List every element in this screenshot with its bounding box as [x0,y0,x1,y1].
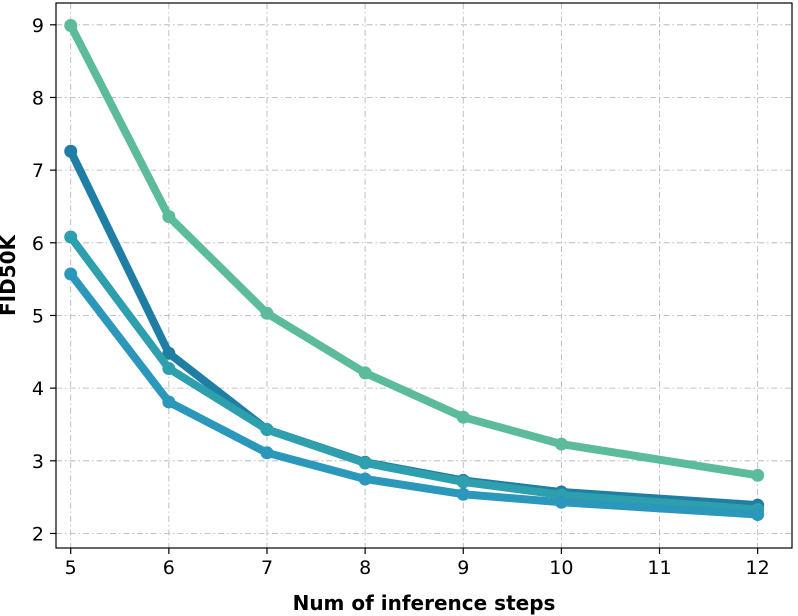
y-tick-label: 6 [32,233,44,255]
data-point [751,508,765,522]
data-point [554,495,568,509]
data-point [456,410,470,424]
y-tick-label: 5 [32,305,44,327]
data-point [751,468,765,482]
y-axis-title: FID50K [0,233,20,316]
y-tick-label: 3 [32,451,44,473]
series-line [66,232,762,514]
x-tick-label: 10 [549,557,573,579]
grid [56,3,792,548]
x-tick-label: 7 [261,557,273,579]
data-point [554,437,568,451]
data-point [358,456,372,470]
data-point [456,487,470,501]
data-point [260,423,274,437]
y-tick-label: 9 [32,15,44,37]
data-point [64,230,78,244]
data-point [260,446,274,460]
data-point [64,267,78,281]
data-point [260,306,274,320]
y-tick-label: 4 [32,378,44,400]
y-tick-label: 7 [32,160,44,182]
data-point [456,475,470,489]
data-point [358,472,372,486]
data-point [162,395,176,409]
y-tick-label: 8 [32,87,44,109]
data-point [162,346,176,360]
x-tick-label: 12 [746,557,770,579]
series-1 [64,19,765,482]
data-point [64,144,78,158]
series-line [66,147,762,510]
data-point [162,210,176,224]
x-tick-label: 8 [359,557,371,579]
series-4 [64,267,765,522]
data-point [358,366,372,380]
x-tick-label: 5 [65,557,77,579]
series-layer [64,19,765,522]
plot-frame [55,2,793,549]
x-tick-label: 9 [457,557,469,579]
data-point [162,362,176,376]
data-point [64,19,78,33]
ticks: 5 6 7 8 9 10 11 12 2 3 4 5 6 7 8 9 [32,15,770,579]
y-tick-label: 2 [32,523,44,545]
x-tick-label: 6 [163,557,175,579]
x-tick-label: 11 [647,557,671,579]
x-axis-title: Num of inference steps [293,591,556,615]
